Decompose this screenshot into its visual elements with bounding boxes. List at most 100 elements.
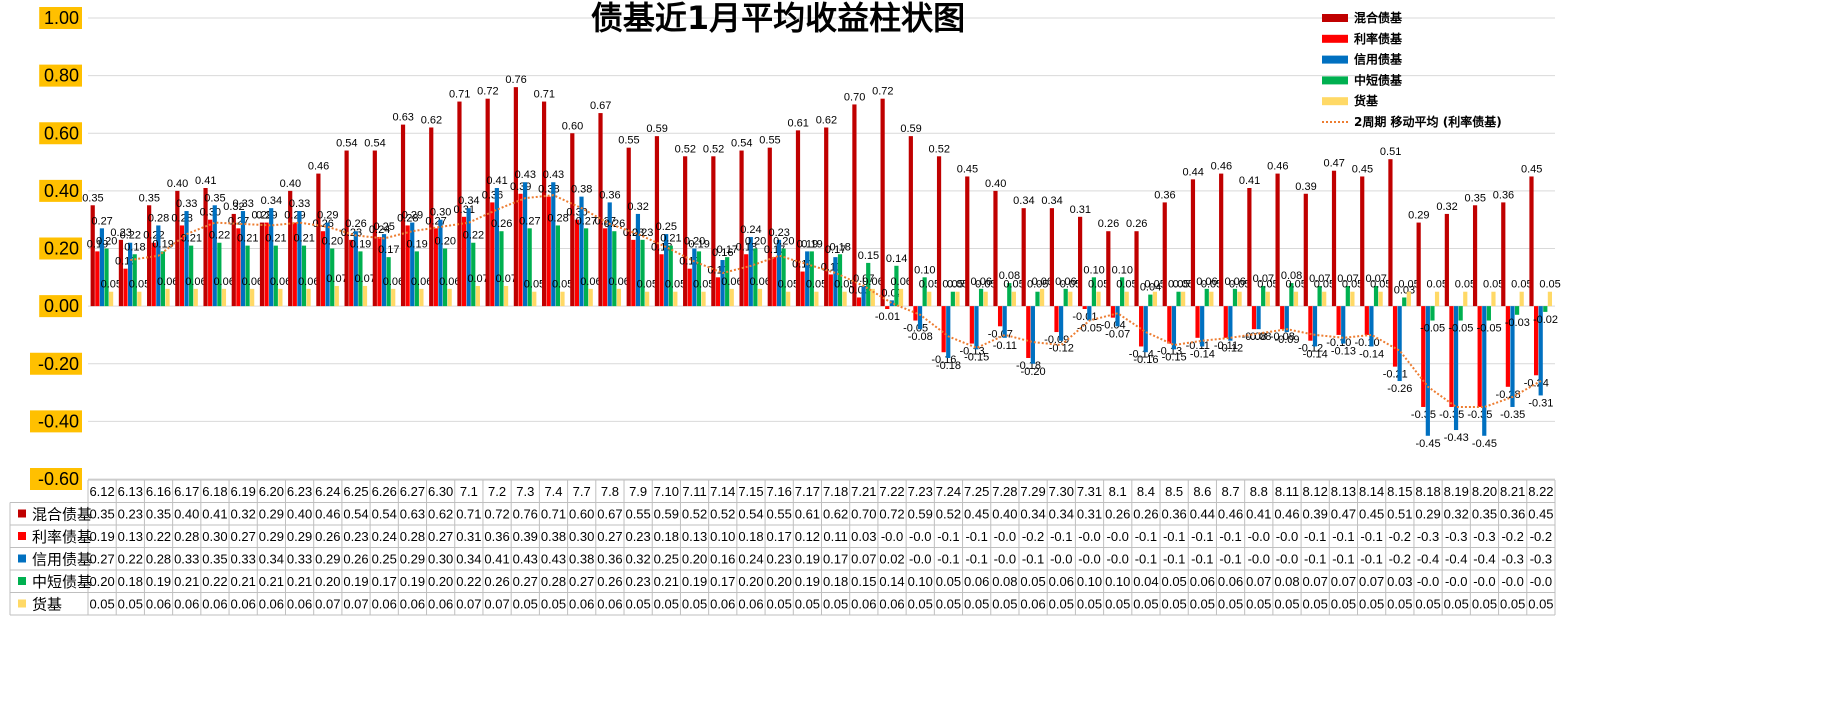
bar	[391, 288, 396, 307]
bar	[983, 291, 988, 307]
table-cell: 0.22	[202, 574, 227, 589]
bar	[579, 196, 584, 307]
table-cell: 0.43	[541, 552, 566, 567]
ytick-label: 0.40	[44, 181, 79, 201]
table-cell: 0.20	[315, 574, 340, 589]
table-cell: 0.06	[400, 597, 425, 612]
data-label: 0.06	[1055, 276, 1076, 288]
bar	[95, 251, 100, 307]
x-tick-label: 8.13	[1331, 484, 1356, 499]
table-cell: 0.59	[908, 507, 933, 522]
bar	[668, 245, 673, 307]
ytick-highlight	[39, 7, 82, 29]
bar	[574, 219, 580, 307]
bar	[654, 136, 660, 307]
data-label: 0.19	[350, 238, 371, 250]
data-label: 0.05	[1539, 279, 1560, 291]
table-cell: 0.05	[1331, 597, 1356, 612]
bar	[598, 113, 603, 307]
ytick-highlight	[39, 122, 82, 145]
bar	[175, 190, 180, 307]
table-cell: 0.30	[569, 529, 594, 544]
data-label: 0.55	[618, 135, 639, 147]
table-cell: 0.13	[682, 529, 707, 544]
x-tick-label: 6.30	[428, 484, 453, 499]
data-label: 0.07	[1253, 273, 1274, 285]
bar	[1219, 173, 1224, 307]
table-cell: 0.52	[936, 507, 961, 522]
table-cell: 0.30	[428, 552, 453, 567]
table-cell: 0.34	[1020, 507, 1045, 522]
bar	[852, 104, 857, 307]
legend-label: 货基	[1354, 93, 1379, 108]
data-label: 0.07	[326, 273, 347, 285]
data-label: 0.05	[975, 279, 996, 291]
bar	[720, 260, 725, 307]
bar	[499, 231, 504, 307]
bar	[1171, 306, 1177, 350]
data-label: 0.21	[293, 233, 314, 245]
table-cell: 0.20	[767, 574, 792, 589]
x-tick-label: 8.14	[1359, 484, 1384, 499]
table-cell: 0.29	[287, 529, 312, 544]
bar	[786, 291, 791, 307]
data-label: 0.31	[1070, 204, 1091, 216]
table-cell: 0.06	[738, 597, 763, 612]
bar	[433, 228, 438, 307]
table-cell: 0.22	[146, 529, 171, 544]
bar	[1247, 187, 1252, 307]
table-cell: 0.38	[541, 529, 566, 544]
bar	[1472, 205, 1478, 307]
data-label: 0.05	[1201, 279, 1222, 291]
table-cell: -0.1	[1163, 529, 1185, 544]
bar	[1477, 306, 1482, 407]
data-label: 0.06	[862, 276, 883, 288]
table-cell: 0.17	[767, 529, 792, 544]
bar	[1529, 176, 1534, 307]
bar	[1120, 277, 1125, 307]
bar	[555, 225, 560, 307]
table-cell: 0.10	[1077, 574, 1102, 589]
data-label: 0.43	[515, 169, 536, 181]
data-label: -0.03	[1505, 317, 1530, 329]
chart-title: 债基近1月平均收益柱状图	[591, 0, 965, 37]
x-tick-label: 7.25	[964, 484, 989, 499]
data-label: 0.05	[947, 279, 968, 291]
bar	[325, 222, 330, 307]
bar	[1096, 291, 1101, 307]
table-cell: -0.3	[1530, 552, 1552, 567]
data-label: 0.46	[1267, 161, 1288, 173]
data-label: -0.15	[1162, 351, 1187, 363]
bar	[1049, 208, 1054, 307]
data-label: 0.29	[256, 210, 277, 222]
data-label: 0.06	[1196, 276, 1217, 288]
data-label: -0.35	[1500, 409, 1525, 421]
data-label: 0.05	[919, 279, 940, 291]
table-cell: 0.32	[625, 552, 650, 567]
table-cell: 0.51	[1387, 507, 1412, 522]
bar	[466, 208, 471, 307]
bar	[753, 248, 758, 307]
bar	[776, 239, 782, 307]
bar	[1289, 283, 1294, 307]
data-label: 0.18	[829, 241, 850, 253]
table-cell: 0.36	[484, 529, 509, 544]
table-cell: 0.05	[795, 597, 820, 612]
bar	[104, 248, 109, 307]
bar	[1453, 306, 1459, 431]
ytick-label: 0.20	[44, 239, 79, 259]
data-label: 0.76	[505, 74, 526, 86]
data-label: 0.16	[712, 247, 733, 259]
data-label: 0.36	[1493, 189, 1514, 201]
bar	[800, 271, 805, 307]
x-tick-label: 8.4	[1137, 484, 1155, 499]
table-cell: 0.21	[259, 574, 284, 589]
table-cell: 0.61	[795, 507, 820, 522]
data-label: 0.20	[435, 236, 456, 248]
table-cell: 0.29	[400, 552, 425, 567]
data-label: 0.54	[336, 138, 357, 150]
table-cell: 0.10	[710, 529, 735, 544]
data-label: 0.05	[693, 279, 714, 291]
data-label: 0.72	[872, 86, 893, 98]
data-label: 0.14	[886, 253, 907, 265]
